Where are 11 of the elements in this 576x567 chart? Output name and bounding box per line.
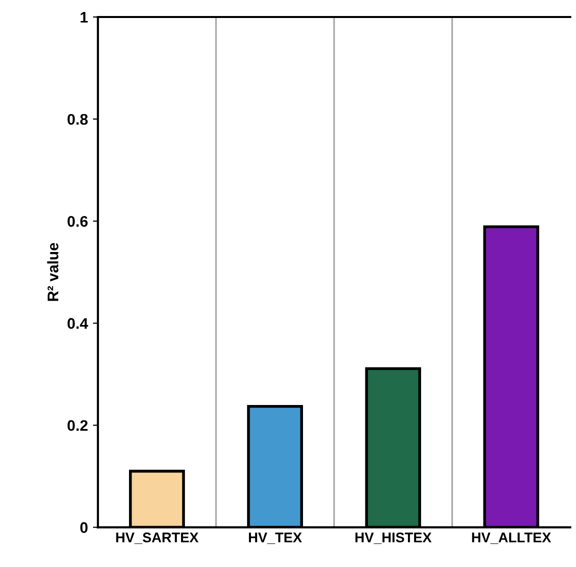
y-tick-label: 1 — [80, 12, 88, 23]
x-tick-label: HV_ALLTEX — [472, 532, 552, 544]
x-tick-label: HV_SARTEX — [116, 532, 199, 544]
x-tick-label: HV_TEX — [248, 532, 302, 544]
y-tick-label: 0.8 — [68, 114, 88, 125]
y-tick-label: 0.4 — [68, 318, 88, 329]
y-tick-label: 0.6 — [68, 216, 88, 227]
y-axis-title: R² value — [47, 242, 58, 301]
y-tick-label: 0 — [80, 522, 88, 533]
y-tick-label: 0.2 — [68, 420, 88, 431]
x-tick-label: HV_HISTEX — [355, 532, 432, 544]
